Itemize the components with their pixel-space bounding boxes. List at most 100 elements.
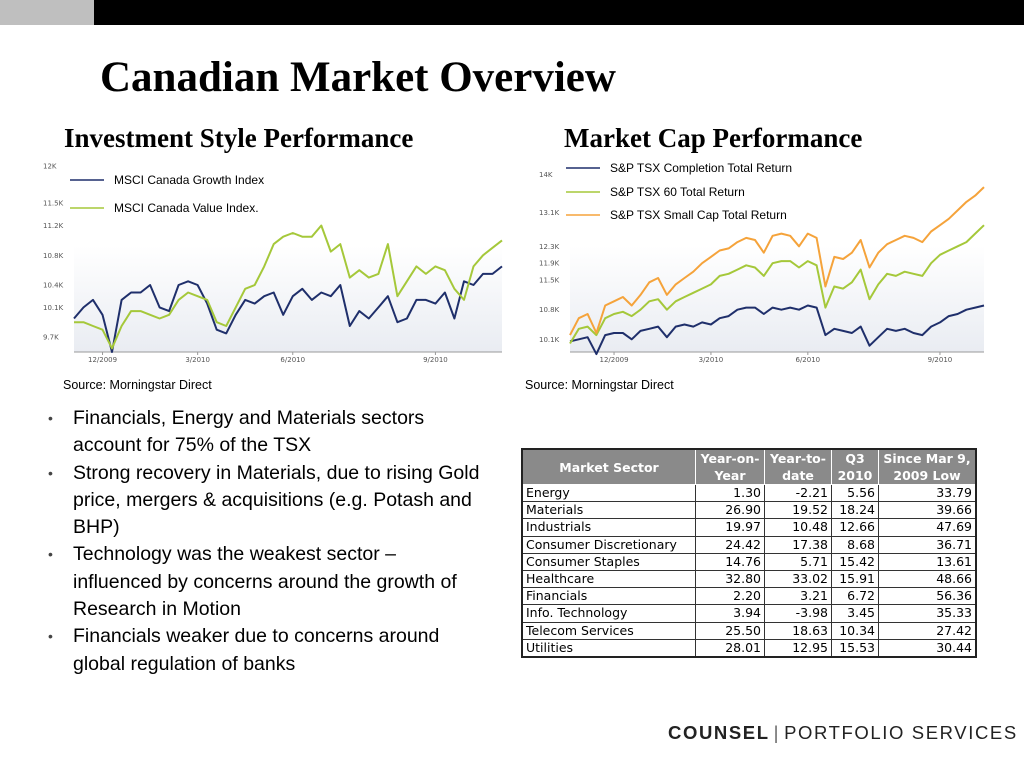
series-line bbox=[74, 224, 503, 350]
top-bar bbox=[0, 0, 1024, 25]
ytd-value: -3.98 bbox=[764, 604, 832, 623]
q3-value: 15.53 bbox=[831, 638, 879, 658]
header-q3-2010: Q3 2010 bbox=[831, 448, 879, 485]
table-row: Utilities 28.01 12.95 15.53 30.44 bbox=[521, 638, 977, 658]
q3-value: 18.24 bbox=[831, 501, 879, 520]
slide-title: Canadian Market Overview bbox=[100, 54, 616, 101]
table-row: Materials 26.90 19.52 18.24 39.66 bbox=[521, 501, 977, 520]
bullet-item: • Financials, Energy and Materials sector… bbox=[48, 405, 488, 460]
legend-label: S&P TSX 60 Total Return bbox=[610, 185, 745, 199]
bullet-dot-icon: • bbox=[48, 410, 53, 426]
q3-value: 12.66 bbox=[831, 518, 879, 537]
table-row: Financials 2.20 3.21 6.72 56.36 bbox=[521, 587, 977, 606]
q3-value: 5.56 bbox=[831, 483, 879, 503]
y-tick-label: 9.7K bbox=[43, 334, 59, 342]
q3-value: 10.34 bbox=[831, 621, 879, 640]
y-tick-label: 10.8K bbox=[43, 252, 64, 260]
yoy-value: 26.90 bbox=[695, 501, 765, 520]
since-low-value: 48.66 bbox=[878, 570, 977, 589]
header-year-on-year: Year-on- Year bbox=[695, 448, 765, 485]
header-since-low: Since Mar 9, 2009 Low bbox=[878, 448, 977, 485]
y-tick-label: 10.8K bbox=[539, 306, 560, 314]
table-row: Energy 1.30 -2.21 5.56 33.79 bbox=[521, 483, 977, 503]
sector-name: Utilities bbox=[521, 638, 696, 658]
table-row: Consumer Staples 14.76 5.71 15.42 13.61 bbox=[521, 552, 977, 572]
y-tick-label: 11.5K bbox=[539, 277, 560, 285]
logo-bold-text: COUNSEL bbox=[668, 722, 770, 743]
right-chart-source: Source: Morningstar Direct bbox=[525, 378, 674, 392]
bullet-dot-icon: • bbox=[48, 628, 53, 645]
since-low-value: 47.69 bbox=[878, 518, 977, 537]
table-row: Info. Technology 3.94 -3.98 3.45 35.33 bbox=[521, 604, 977, 623]
yoy-value: 14.76 bbox=[695, 552, 765, 572]
sector-returns-table: Market Sector Year-on- Year Year-to-date … bbox=[521, 448, 977, 659]
y-tick-label: 10.4K bbox=[43, 282, 64, 290]
bullet-text: Financials, Energy and Materials sectors… bbox=[73, 407, 425, 457]
bullet-item: • Strong recovery in Materials, due to ri… bbox=[48, 460, 488, 542]
yoy-value: 32.80 bbox=[695, 570, 765, 589]
since-low-value: 36.71 bbox=[878, 535, 977, 554]
yoy-value: 2.20 bbox=[695, 587, 765, 606]
yoy-value: 1.30 bbox=[695, 483, 765, 503]
table-row: Consumer Discretionary 24.42 17.38 8.68 36.7… bbox=[521, 535, 977, 554]
market-cap-chart: 10.1K 10.8K 11.5K 11.9K 12.3K 13.1K 14K 12/2009… bbox=[539, 161, 985, 364]
table-row: Telecom Services 25.50 18.63 10.34 27.42 bbox=[521, 621, 977, 640]
legend-label: S&P TSX Completion Total Return bbox=[610, 161, 792, 175]
y-tick-label: 14K bbox=[539, 171, 553, 179]
bullet-item: • Technology was the weakest sector – inf… bbox=[48, 541, 488, 623]
y-tick-label: 10.1K bbox=[43, 304, 64, 312]
x-tick-label: 3/2010 bbox=[699, 356, 724, 364]
logo-separator: | bbox=[773, 722, 781, 743]
q3-value: 15.42 bbox=[831, 552, 879, 572]
logo-rest-text: PORTFOLIO SERVICES bbox=[784, 722, 1018, 743]
yoy-value: 28.01 bbox=[695, 638, 765, 658]
yoy-value: 3.94 bbox=[695, 604, 765, 623]
since-low-value: 30.44 bbox=[878, 638, 977, 658]
y-tick-label: 11.2K bbox=[43, 222, 64, 230]
sector-name: Healthcare bbox=[521, 570, 696, 589]
bullet-text: Strong recovery in Materials, due to ris… bbox=[73, 461, 480, 539]
q3-value: 3.45 bbox=[831, 604, 879, 623]
y-tick-label: 11.9K bbox=[539, 260, 560, 268]
sector-name: Materials bbox=[521, 501, 696, 520]
yoy-value: 24.42 bbox=[695, 535, 765, 554]
ytd-value: 18.63 bbox=[764, 621, 832, 640]
ytd-value: 17.38 bbox=[764, 535, 832, 554]
bullet-dot-icon: • bbox=[48, 464, 53, 481]
y-tick-label: 12.3K bbox=[539, 243, 560, 251]
series-line bbox=[569, 186, 985, 336]
ytd-value: -2.21 bbox=[764, 483, 832, 503]
right-chart-heading: Market Cap Performance bbox=[564, 123, 863, 153]
bullet-text: Financials weaker due to concerns around… bbox=[73, 625, 440, 675]
y-tick-label: 13.1K bbox=[539, 209, 560, 217]
x-tick-label: 12/2009 bbox=[88, 356, 117, 364]
since-low-value: 39.66 bbox=[878, 501, 977, 520]
ytd-value: 19.52 bbox=[764, 501, 832, 520]
legend-label: S&P TSX Small Cap Total Return bbox=[610, 208, 787, 222]
y-tick-label: 10.1K bbox=[539, 336, 560, 344]
since-low-value: 33.79 bbox=[878, 483, 977, 503]
x-tick-label: 6/2010 bbox=[796, 356, 821, 364]
yoy-value: 19.97 bbox=[695, 518, 765, 537]
sector-name: Financials bbox=[521, 587, 696, 606]
q3-value: 6.72 bbox=[831, 587, 879, 606]
series-line bbox=[73, 265, 503, 353]
y-tick-label: 12K bbox=[43, 163, 57, 171]
ytd-value: 3.21 bbox=[764, 587, 832, 606]
since-low-value: 56.36 bbox=[878, 587, 977, 606]
table-row: Industrials 19.97 10.48 12.66 47.69 bbox=[521, 518, 977, 537]
series-line bbox=[569, 224, 985, 345]
x-tick-label: 9/2010 bbox=[928, 356, 953, 364]
counsel-portfolio-logo: COUNSEL | PORTFOLIO SERVICES bbox=[668, 722, 1018, 744]
bullet-item: • Financials weaker due to concerns aroun… bbox=[48, 623, 488, 678]
yoy-value: 25.50 bbox=[695, 621, 765, 640]
since-low-value: 13.61 bbox=[878, 552, 977, 572]
x-tick-label: 12/2009 bbox=[599, 356, 628, 364]
bullet-dot-icon: • bbox=[48, 546, 53, 563]
x-tick-label: 3/2010 bbox=[185, 356, 210, 364]
sector-name: Consumer Discretionary bbox=[521, 535, 696, 554]
left-chart-source: Source: Morningstar Direct bbox=[63, 378, 212, 392]
top-bar-accent bbox=[0, 0, 94, 25]
left-chart-heading: Investment Style Performance bbox=[64, 123, 414, 153]
y-tick-label: 11.5K bbox=[43, 200, 64, 208]
